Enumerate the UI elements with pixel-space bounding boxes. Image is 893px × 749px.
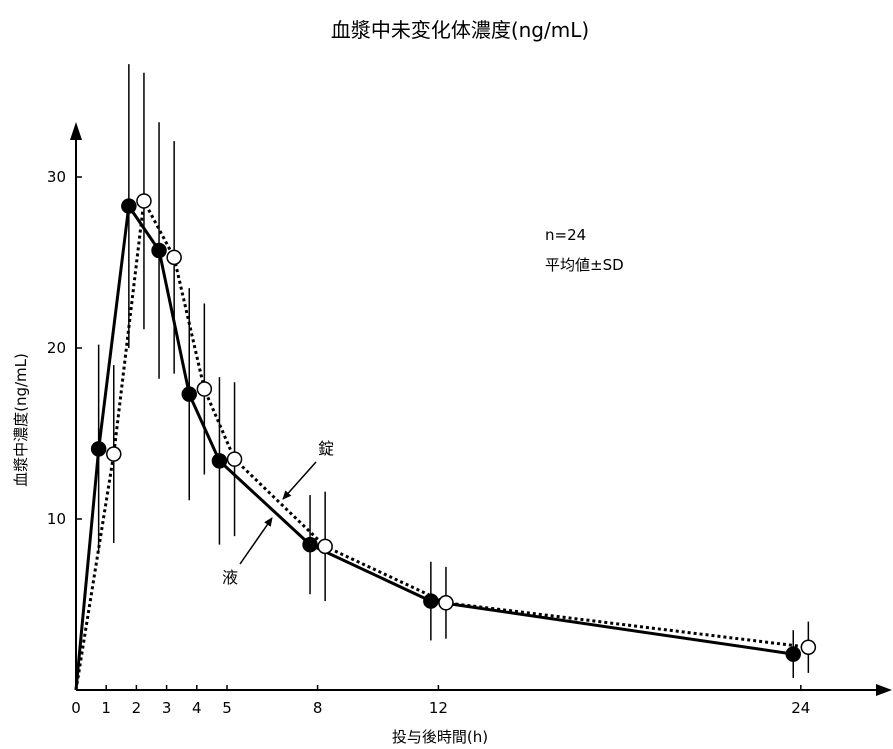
x-tick-label: 4 [192,699,202,717]
chart-title: 血漿中未変化体濃度(ng/mL) [331,18,589,42]
x-tick-label: 1 [101,699,111,717]
series-arrow-tablet [282,461,317,500]
data-point-liquid [211,453,228,469]
data-point-liquid [302,536,318,553]
series-arrow-liquid [239,517,273,565]
series-line-tablet [74,199,809,691]
y-tick-label: 30 [47,168,66,186]
x-tick-label: 2 [132,699,142,717]
x-tick-label: 12 [429,699,448,717]
data-point-liquid [423,593,439,609]
x-tick-label: 5 [222,699,232,717]
series-line-liquid [74,204,794,691]
x-axis [76,684,892,696]
x-tick-label: 3 [162,699,172,717]
sample-size-note: n=24 [545,226,586,244]
y-ticks: 10 20 30 [47,168,82,528]
data-point-tablet [136,193,152,209]
y-tick-label: 20 [47,339,66,357]
statistic-note: 平均値±SD [545,256,624,274]
data-point-tablet [800,639,817,655]
y-tick-label: 10 [47,510,66,528]
series-label-tablet: 錠 [318,439,334,458]
x-tick-label: 8 [313,699,323,717]
data-point-tablet [166,249,182,266]
x-tick-label: 0 [71,699,81,717]
x-axis-label: 投与後時間(h) [392,728,488,746]
data-point-liquid [121,198,137,214]
x-ticks: 0 1 2 3 4 5 8 12 24 [71,685,810,717]
data-point-liquid [90,441,107,457]
data-point-tablet [196,381,213,397]
x-tick-label: 24 [791,699,810,717]
data-point-tablet [317,538,333,555]
data-point-liquid [785,646,801,662]
data-point-tablet [226,451,243,467]
data-point-tablet [438,595,454,611]
y-axis-label: 血漿中濃度(ng/mL) [12,353,30,487]
y-axis [70,122,82,690]
data-point-liquid [151,242,167,259]
data-point-liquid [181,386,197,402]
data-point-tablet [106,446,122,462]
series-label-liquid: 液 [222,568,238,587]
plot-area [74,64,817,691]
